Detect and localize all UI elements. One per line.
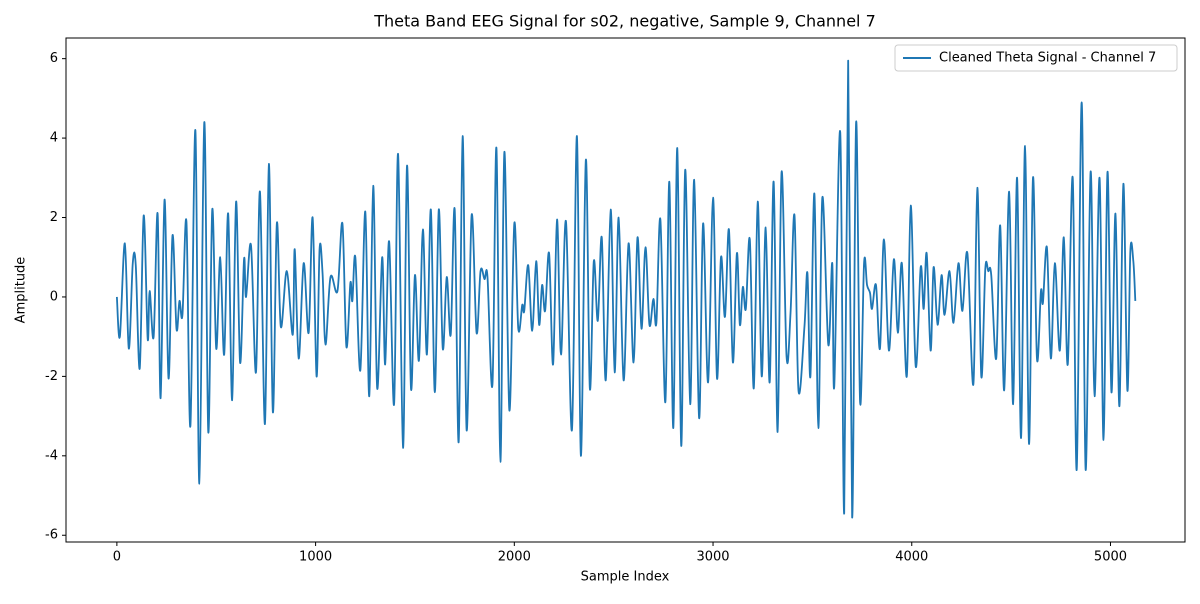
y-tick-label: 6	[50, 51, 58, 66]
x-tick-label: 1000	[299, 550, 332, 565]
plot-frame	[65, 37, 1186, 543]
legend-label: Cleaned Theta Signal - Channel 7	[939, 51, 1156, 66]
y-tick-label: 4	[50, 131, 58, 146]
x-tick-label: 4000	[895, 550, 928, 565]
legend-box	[894, 44, 1178, 72]
chart-title: Theta Band EEG Signal for s02, negative,…	[373, 12, 876, 31]
x-axis-label: Sample Index	[581, 570, 670, 585]
x-tick-label: 2000	[498, 550, 531, 565]
x-tick-label: 3000	[696, 550, 729, 565]
y-axis-label: Amplitude	[14, 257, 29, 324]
y-tick-label: -6	[45, 528, 58, 543]
signal-line	[115, 59, 1137, 519]
y-tick-label: -2	[45, 369, 58, 384]
y-tick-label: 0	[50, 289, 58, 304]
x-tick-label: 5000	[1094, 550, 1127, 565]
y-tick-label: 2	[50, 210, 58, 225]
y-tick-label: -4	[45, 448, 58, 463]
x-tick-label: 0	[113, 550, 121, 565]
